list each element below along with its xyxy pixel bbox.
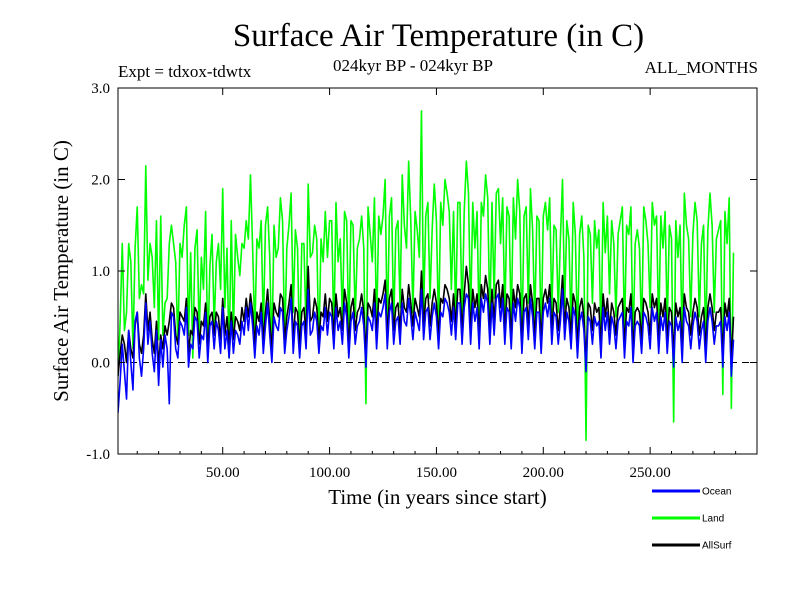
legend-label-allsurf: AllSurf (702, 541, 732, 552)
series-layer (118, 110, 757, 442)
x-tick-label: 150.00 (416, 465, 457, 481)
y-tick-label: 0.0 (91, 356, 110, 372)
chart-title: Surface Air Temperature (in C) (232, 18, 645, 54)
x-axis-label: Time (in years since start) (328, 485, 547, 509)
x-tick-label: 200.00 (523, 465, 564, 481)
period-label: 024kyr BP - 024kyr BP (333, 56, 493, 75)
legend-label-land: Land (702, 514, 724, 525)
series-line-ocean (118, 288, 735, 413)
y-tick-label: 3.0 (91, 81, 110, 97)
legend: Ocean Land AllSurf (652, 487, 732, 552)
axis-layer: 50.00 100.00 150.00 200.00 250.00 -1.0 0.0 1.0 2… (86, 81, 757, 481)
y-axis-label: Surface Air Temperature (in C) (49, 140, 73, 402)
y-tick-label: 2.0 (91, 173, 110, 189)
y-tick-label: -1.0 (86, 447, 110, 463)
months-label: ALL_MONTHS (644, 58, 758, 77)
x-tick-label: 250.00 (630, 465, 671, 481)
x-tick-label: 100.00 (309, 465, 350, 481)
y-tick-label: 1.0 (91, 264, 110, 280)
series-line-land (118, 110, 735, 442)
x-tick-label: 50.00 (206, 465, 240, 481)
legend-label-ocean: Ocean (702, 487, 731, 498)
experiment-label: Expt = tdxox-tdwtx (118, 62, 252, 81)
